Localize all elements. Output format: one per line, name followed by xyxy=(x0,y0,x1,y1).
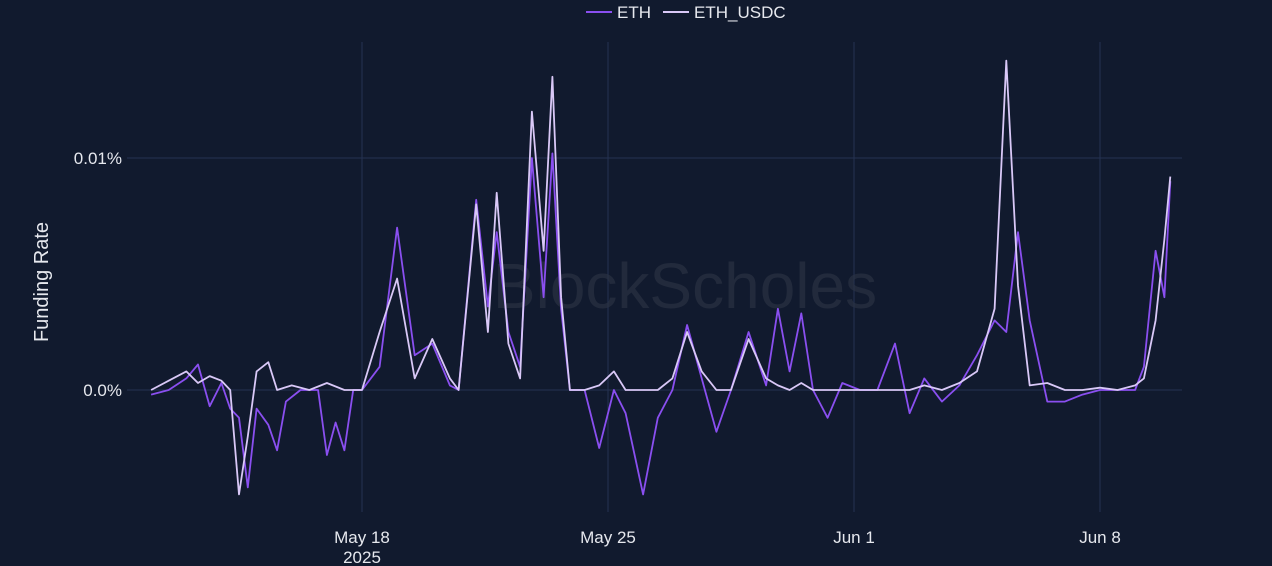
legend-item-eth-usdc[interactable]: ETH_USDC xyxy=(663,3,786,22)
series-line-eth xyxy=(150,152,1172,496)
x-tick-label: Jun 1 xyxy=(833,528,875,547)
legend[interactable]: ETH ETH_USDC xyxy=(586,3,786,22)
series-lines xyxy=(150,59,1172,496)
series-line-eth-usdc xyxy=(150,59,1172,496)
y-axis-title: Funding Rate xyxy=(31,222,53,342)
legend-item-eth[interactable]: ETH xyxy=(586,3,651,22)
y-axis-ticks: 0.0% 0.01% xyxy=(74,149,122,400)
legend-label: ETH xyxy=(617,3,651,22)
x-tick-label: May 18 xyxy=(334,528,390,547)
legend-label: ETH_USDC xyxy=(694,3,786,22)
watermark-text: BlockScholes xyxy=(493,250,877,322)
x-tick-label: May 25 xyxy=(580,528,636,547)
x-tick-sublabel: 2025 xyxy=(343,548,381,566)
y-tick-label: 0.01% xyxy=(74,149,122,168)
y-tick-label: 0.0% xyxy=(83,381,122,400)
x-tick-label: Jun 8 xyxy=(1079,528,1121,547)
